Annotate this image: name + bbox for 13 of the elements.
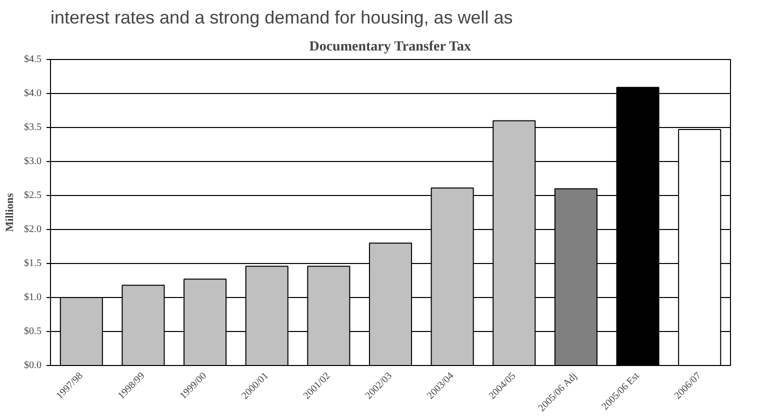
text: interest rates and a strong demand for housing, as well as xyxy=(50,8,513,28)
y-tick-label: $1.5 xyxy=(24,258,42,269)
y-tick-label: $3.0 xyxy=(24,156,42,167)
y-tick-label: $4.5 xyxy=(24,54,42,65)
y-tick-label: $0.0 xyxy=(24,360,42,371)
chart-title: Documentary Transfer Tax xyxy=(309,40,472,54)
y-tick-label: $3.5 xyxy=(24,122,42,133)
y-axis-title: Millions xyxy=(4,192,16,232)
y-tick-label: $1.0 xyxy=(24,292,42,303)
y-tick-label: $2.0 xyxy=(24,224,42,235)
y-tick-label: $4.0 xyxy=(24,88,42,99)
y-tick-label: $0.5 xyxy=(24,326,42,337)
y-tick-label: $2.5 xyxy=(24,190,42,201)
